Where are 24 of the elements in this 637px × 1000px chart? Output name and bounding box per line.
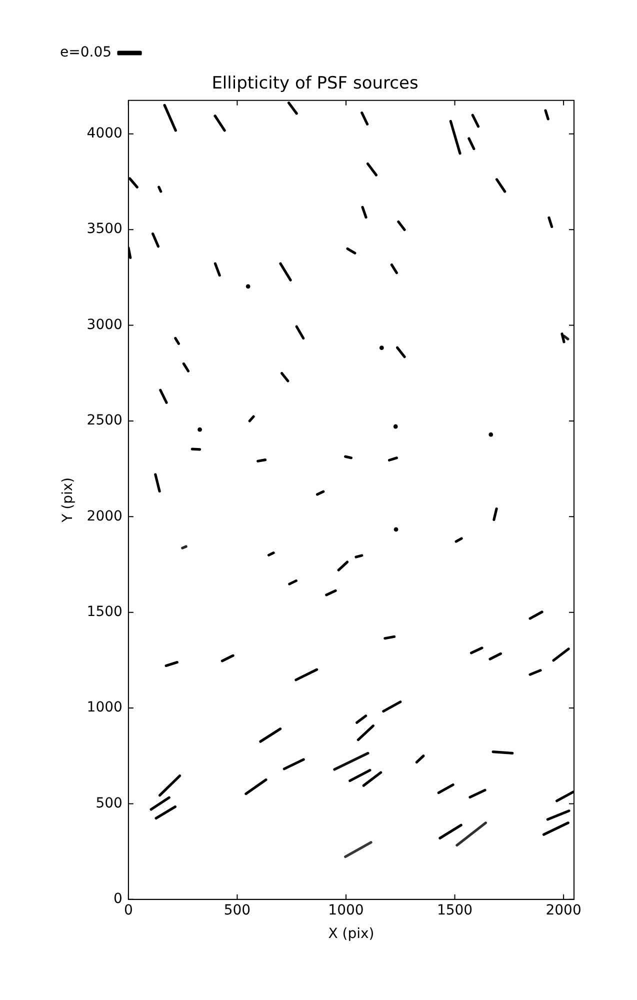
chart-title: Ellipticity of PSF sources xyxy=(212,74,418,94)
y-tick-label: 2000 xyxy=(86,508,122,524)
point xyxy=(393,424,398,429)
x-tick-label: 500 xyxy=(224,902,251,918)
x-tick-label: 0 xyxy=(124,902,133,918)
x-axis-title: X (pix) xyxy=(328,926,374,942)
x-tick-label: 2000 xyxy=(546,902,582,918)
y-axis-title: Y (pix) xyxy=(60,477,76,524)
y-tick-label: 3000 xyxy=(86,316,122,333)
y-tick-label: 2500 xyxy=(86,412,122,429)
y-tick-label: 1000 xyxy=(86,700,122,716)
x-tick-label: 1500 xyxy=(436,902,473,918)
y-tick-label: 500 xyxy=(96,795,122,812)
point xyxy=(198,427,202,432)
x-tick-label: 1000 xyxy=(328,902,364,918)
point xyxy=(488,432,494,437)
y-tick-label: 1500 xyxy=(86,604,122,620)
legend-label: e=0.05 xyxy=(60,44,112,61)
y-tick-label: 3500 xyxy=(86,221,122,238)
y-tick-label: 4000 xyxy=(86,126,122,142)
point xyxy=(394,527,398,532)
point xyxy=(246,284,250,289)
y-tick-label: 0 xyxy=(114,891,122,908)
point xyxy=(379,346,384,350)
